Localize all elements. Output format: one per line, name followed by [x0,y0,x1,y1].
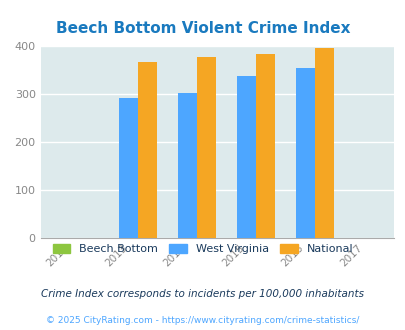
Bar [197,57,215,238]
Bar [314,48,333,238]
Bar [119,98,138,238]
Bar [295,68,314,238]
Bar [237,76,256,238]
Legend: Beech Bottom, West Virginia, National: Beech Bottom, West Virginia, National [48,239,357,258]
Bar [256,54,274,238]
Text: © 2025 CityRating.com - https://www.cityrating.com/crime-statistics/: © 2025 CityRating.com - https://www.city… [46,316,359,325]
Bar [178,93,197,238]
Bar [138,62,157,238]
Text: Crime Index corresponds to incidents per 100,000 inhabitants: Crime Index corresponds to incidents per… [41,289,364,299]
Text: Beech Bottom Violent Crime Index: Beech Bottom Violent Crime Index [55,21,350,36]
